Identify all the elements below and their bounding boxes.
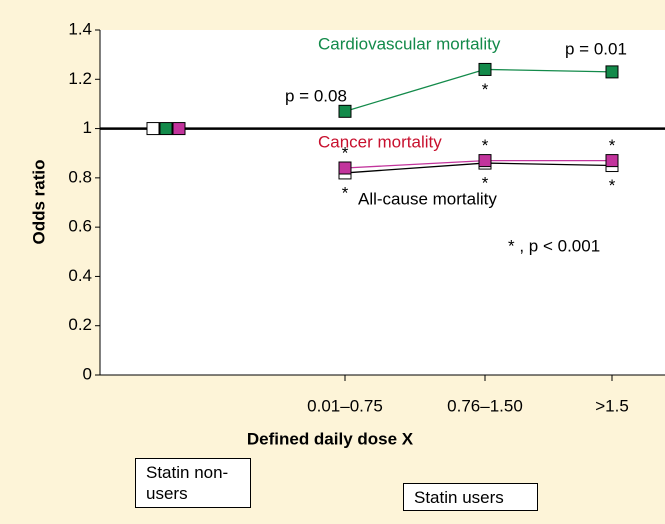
data-point	[146, 122, 160, 136]
annotation: p = 0.01	[565, 39, 627, 58]
significance-mark: *	[482, 136, 489, 155]
x-tick-label: 0.76–1.50	[447, 396, 523, 415]
x-axis-title: Defined daily dose X	[247, 429, 414, 448]
x-tick-label: 0.01–0.75	[307, 396, 383, 415]
plot-area	[100, 30, 665, 375]
y-tick-label: 1.4	[68, 19, 92, 38]
data-point	[338, 104, 352, 118]
data-point	[478, 62, 492, 76]
data-point	[338, 161, 352, 175]
group-box: Statin non-users	[135, 458, 251, 508]
data-point	[172, 122, 186, 136]
significance-mark: *	[609, 176, 616, 195]
y-tick-label: 0	[83, 364, 92, 383]
y-tick-label: 1	[83, 118, 92, 137]
series-label: All-cause mortality	[358, 189, 497, 208]
significance-mark: *	[609, 136, 616, 155]
annotation: * , p < 0.001	[508, 236, 600, 255]
series-label: Cardiovascular mortality	[318, 34, 501, 53]
significance-mark: *	[482, 174, 489, 193]
y-tick-label: 0.6	[68, 217, 92, 236]
data-point	[605, 65, 619, 79]
significance-mark: *	[342, 183, 349, 202]
group-box: Statin users	[403, 483, 538, 511]
y-tick-label: 0.2	[68, 315, 92, 334]
data-point	[605, 154, 619, 168]
significance-mark: *	[342, 143, 349, 162]
x-tick-label: >1.5	[595, 396, 629, 415]
significance-mark: *	[482, 80, 489, 99]
series-label: Cancer mortality	[318, 132, 442, 151]
y-tick-label: 0.4	[68, 266, 92, 285]
y-tick-label: 1.2	[68, 69, 92, 88]
data-point	[159, 122, 173, 136]
y-axis-title: Odds ratio	[29, 159, 48, 244]
data-point	[478, 154, 492, 168]
annotation: p = 0.08	[285, 86, 347, 105]
y-tick-label: 0.8	[68, 167, 92, 186]
